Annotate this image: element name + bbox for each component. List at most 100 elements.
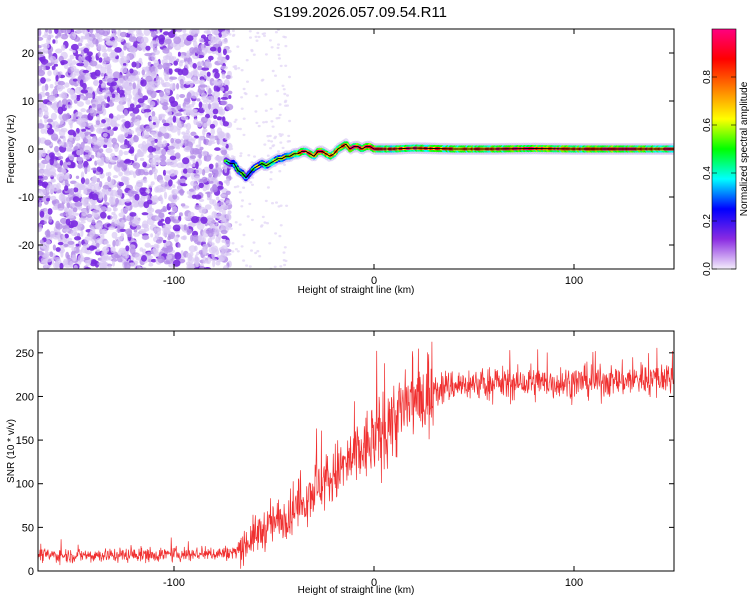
noise-speck (225, 252, 232, 256)
noise-speck (217, 56, 226, 64)
noise-speck (158, 113, 166, 118)
noise-speck (225, 213, 231, 220)
noise-speck (168, 68, 173, 75)
colorbar-tick-label: 0.4 (702, 166, 713, 180)
noise-speck (255, 94, 259, 98)
noise-speck (55, 220, 61, 229)
noise-speck (196, 61, 204, 68)
noise-speck (149, 116, 158, 121)
noise-speck (278, 57, 281, 60)
noise-speck (188, 245, 197, 253)
noise-speck (163, 132, 170, 139)
noise-speck (139, 157, 145, 161)
noise-speck (55, 35, 59, 39)
noise-speck (223, 58, 227, 63)
noise-speck (112, 59, 119, 63)
noise-speck (214, 72, 220, 79)
noise-speck (228, 95, 232, 99)
noise-speck (218, 32, 222, 38)
noise-speck (133, 232, 140, 237)
noise-speck (208, 103, 211, 110)
noise-speck (189, 163, 197, 167)
colorbar-tick-label: 0.0 (702, 262, 713, 276)
noise-speck (38, 93, 42, 101)
noise-speck (107, 263, 113, 267)
noise-speck (276, 89, 280, 93)
noise-speck (212, 98, 219, 102)
noise-speck (266, 222, 269, 225)
noise-speck (150, 140, 156, 144)
noise-speck (96, 44, 104, 51)
noise-speck (136, 180, 143, 187)
noise-speck (236, 250, 240, 253)
noise-speck (81, 208, 88, 217)
colorbar-tick-label: 0.6 (702, 118, 713, 132)
noise-speck (57, 32, 62, 37)
noise-speck (147, 61, 152, 66)
noise-speck (107, 215, 111, 220)
noise-speck (82, 185, 88, 192)
noise-speck (71, 247, 77, 252)
noise-speck (151, 258, 157, 263)
noise-speck (271, 125, 275, 128)
noise-speck (172, 142, 177, 147)
noise-speck (193, 40, 198, 48)
noise-speck (120, 144, 128, 150)
noise-speck (67, 129, 76, 136)
noise-speck (64, 233, 69, 239)
noise-speck (150, 83, 155, 92)
noise-speck (166, 158, 171, 166)
noise-speck (164, 74, 170, 82)
noise-speck (118, 171, 123, 177)
noise-speck (76, 29, 84, 34)
noise-speck (151, 31, 156, 38)
noise-speck (286, 140, 290, 143)
snr-series-line (38, 341, 674, 569)
noise-speck (135, 127, 140, 131)
noise-speck (55, 48, 63, 54)
noise-speck (155, 185, 164, 193)
noise-speck (129, 246, 136, 255)
noise-speck (255, 121, 259, 125)
noise-speck (287, 134, 291, 138)
noise-speck (91, 219, 96, 225)
noise-speck (46, 118, 54, 123)
noise-speck (133, 229, 138, 233)
noise-speck (186, 92, 192, 100)
noise-speck (81, 128, 86, 132)
noise-speck (79, 121, 86, 128)
noise-speck (116, 162, 123, 168)
noise-speck (182, 157, 190, 165)
noise-speck (219, 254, 226, 262)
noise-speck (101, 228, 108, 235)
noise-speck (205, 59, 211, 67)
noise-speck (149, 159, 157, 163)
colorbar-frame (711, 28, 737, 270)
noise-speck (116, 37, 125, 43)
noise-speck (208, 55, 214, 61)
noise-speck (214, 38, 222, 44)
noise-speck (54, 257, 61, 262)
noise-speck (148, 55, 152, 61)
noise-speck (216, 202, 220, 210)
noise-speck (83, 47, 89, 54)
noise-speck (215, 249, 220, 256)
noise-speck (89, 43, 95, 48)
noise-speck (113, 184, 118, 188)
noise-speck (164, 89, 171, 96)
noise-speck (135, 168, 142, 176)
noise-speck (202, 103, 207, 111)
noise-speck (220, 251, 225, 256)
noise-speck (263, 143, 267, 146)
noise-speck (180, 138, 184, 147)
noise-speck (162, 140, 168, 147)
noise-speck (268, 134, 272, 138)
noise-speck (222, 265, 229, 269)
noise-speck (111, 93, 116, 98)
colorbar: 0.0 0.2 0.4 0.6 0.8 Normalized spectral ampl… (702, 28, 750, 276)
noise-speck (269, 107, 273, 111)
noise-speck (155, 209, 162, 214)
noise-speck (288, 119, 292, 123)
noise-speck (110, 189, 118, 197)
